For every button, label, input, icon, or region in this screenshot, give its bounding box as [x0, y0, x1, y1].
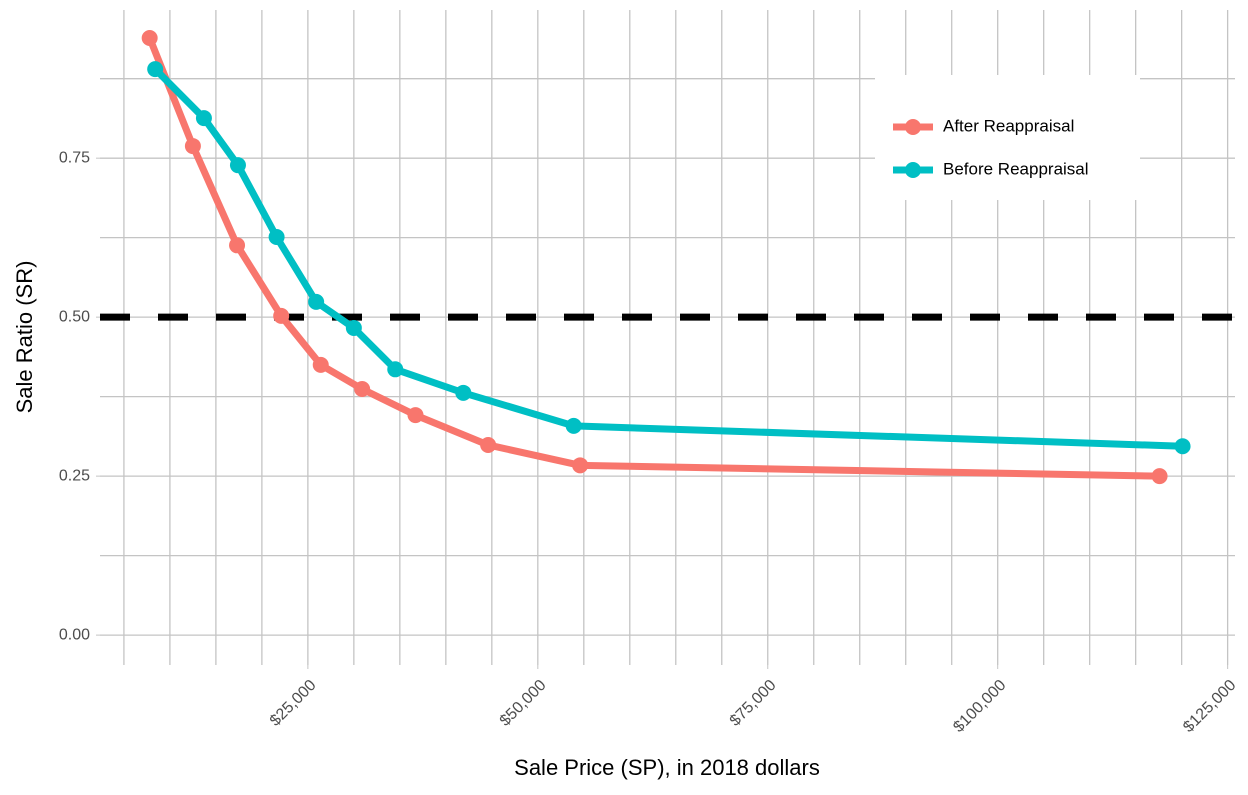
x-axis-label: Sale Price (SP), in 2018 dollars	[514, 755, 820, 780]
point	[480, 436, 497, 453]
point	[229, 157, 246, 174]
point	[229, 237, 246, 254]
y-axis-label: Sale Ratio (SR)	[12, 261, 37, 414]
y-tick-label: 0.25	[59, 467, 90, 484]
point	[147, 61, 164, 78]
legend-key	[905, 162, 921, 178]
series-line	[146, 36, 1160, 480]
x-tick-label: $25,000	[267, 677, 320, 730]
point	[455, 384, 472, 401]
x-tick-label: $100,000	[950, 677, 1009, 736]
point	[572, 457, 589, 474]
point	[565, 417, 582, 434]
x-tick-label: $75,000	[727, 677, 780, 730]
point	[354, 381, 371, 398]
legend-box	[875, 75, 1140, 200]
point	[308, 293, 325, 310]
point	[184, 138, 201, 155]
x-tick-label: $125,000	[1180, 677, 1239, 736]
point	[268, 229, 285, 246]
point	[1174, 438, 1191, 455]
y-tick-label: 0.75	[59, 149, 90, 166]
point	[1151, 468, 1168, 485]
legend-label: Before Reappraisal	[943, 159, 1089, 178]
point	[312, 356, 329, 373]
point	[387, 361, 404, 378]
y-tick-label: 0.50	[59, 308, 90, 325]
point	[407, 407, 424, 424]
point	[141, 29, 158, 46]
series-line	[152, 66, 1183, 450]
y-tick-label: 0.00	[59, 626, 90, 643]
x-tick-label: $50,000	[497, 677, 550, 730]
point	[195, 110, 212, 127]
point	[273, 307, 290, 324]
point	[345, 319, 362, 336]
legend-key	[905, 119, 921, 135]
legend-label: After Reappraisal	[943, 116, 1074, 135]
